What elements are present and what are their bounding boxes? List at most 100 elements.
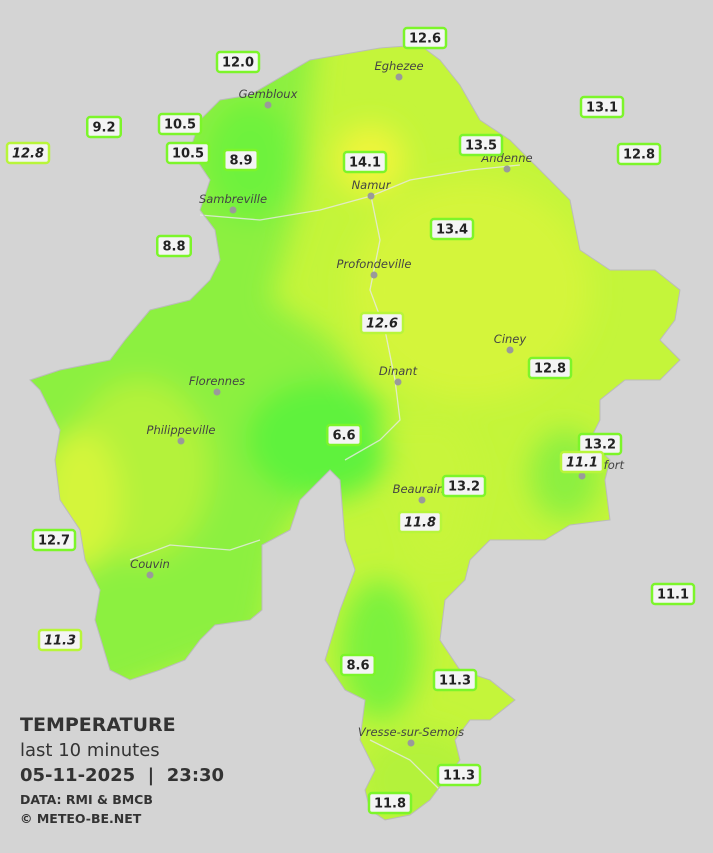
station-value: 12.8 bbox=[12, 147, 44, 162]
station: 8.6 bbox=[340, 653, 376, 677]
place-name: Florennes bbox=[189, 374, 245, 388]
station-value: 13.1 bbox=[586, 101, 618, 116]
place-dot bbox=[503, 165, 511, 173]
station: 12.6 bbox=[359, 311, 405, 335]
station: 12.8 bbox=[616, 142, 662, 166]
station: 12.0 bbox=[215, 50, 261, 74]
station: 14.1 bbox=[342, 150, 388, 174]
station-box bbox=[397, 510, 443, 534]
station-value: 6.6 bbox=[332, 429, 355, 444]
place-name: Eghezee bbox=[374, 59, 423, 73]
place-dot bbox=[506, 346, 514, 354]
title: TEMPERATURE bbox=[20, 714, 176, 736]
station-box bbox=[86, 115, 122, 139]
station: 11.3 bbox=[37, 628, 83, 652]
station: 8.8 bbox=[156, 234, 192, 258]
station: 13.5 bbox=[458, 133, 504, 157]
station-value: 12.6 bbox=[366, 317, 398, 332]
place-name: Philippeville bbox=[147, 423, 216, 437]
station-value: 11.3 bbox=[443, 769, 475, 784]
place-dot bbox=[370, 271, 378, 279]
subtitle: last 10 minutes bbox=[20, 740, 160, 761]
place-dot bbox=[367, 192, 375, 200]
station-value: 12.6 bbox=[409, 32, 441, 47]
station-box bbox=[342, 150, 388, 174]
station-box bbox=[559, 450, 605, 474]
station-box bbox=[340, 653, 376, 677]
station-box bbox=[223, 148, 259, 172]
station: 8.9 bbox=[223, 148, 259, 172]
station-value: 11.1 bbox=[657, 588, 689, 603]
station-value: 12.0 bbox=[222, 56, 254, 71]
station: 9.2 bbox=[86, 115, 122, 139]
station: 13.2 bbox=[577, 432, 623, 456]
station-value: 12.7 bbox=[38, 534, 70, 549]
place-name: Gembloux bbox=[239, 87, 298, 101]
station-box bbox=[458, 133, 504, 157]
station: 11.1 bbox=[559, 450, 605, 474]
place-name: Beauraing bbox=[393, 482, 452, 496]
station-box bbox=[37, 628, 83, 652]
place-name: Namur bbox=[352, 178, 392, 192]
station-box bbox=[326, 423, 362, 447]
place-name: Profondeville bbox=[337, 257, 412, 271]
station: 11.3 bbox=[436, 763, 482, 787]
station-box bbox=[359, 311, 405, 335]
place-dot bbox=[407, 739, 415, 747]
station-value: 12.8 bbox=[623, 148, 655, 163]
station: 12.7 bbox=[31, 528, 77, 552]
place-dot bbox=[394, 378, 402, 386]
station: 11.8 bbox=[397, 510, 443, 534]
place-dot bbox=[177, 437, 185, 445]
station: 12.8 bbox=[5, 141, 51, 165]
station-box bbox=[616, 142, 662, 166]
place-name: Vresse-sur-Semois bbox=[358, 725, 464, 739]
station: 11.3 bbox=[432, 668, 478, 692]
station-value: 11.3 bbox=[44, 634, 76, 649]
station-value: 12.8 bbox=[534, 362, 566, 377]
station-box bbox=[156, 234, 192, 258]
place-dot bbox=[229, 206, 237, 214]
station-value: 13.4 bbox=[436, 223, 468, 238]
station-box bbox=[432, 668, 478, 692]
station-box bbox=[429, 217, 475, 241]
station-box bbox=[215, 50, 261, 74]
place-dot bbox=[418, 496, 426, 504]
datetime: 05-11-2025 | 23:30 bbox=[20, 765, 224, 786]
station-box bbox=[441, 474, 487, 498]
station-value: 14.1 bbox=[349, 156, 381, 171]
place-name: Couvin bbox=[130, 557, 170, 571]
station-value: 8.9 bbox=[229, 154, 252, 169]
station-value: 10.5 bbox=[164, 118, 196, 133]
place-dot bbox=[213, 388, 221, 396]
station-value: 13.2 bbox=[448, 480, 480, 495]
station-box bbox=[402, 26, 448, 50]
station: 10.5 bbox=[165, 141, 211, 165]
place-name: Dinant bbox=[379, 364, 418, 378]
station: 11.1 bbox=[650, 582, 696, 606]
station: 12.8 bbox=[527, 356, 573, 380]
station-box bbox=[157, 112, 203, 136]
station-box bbox=[527, 356, 573, 380]
station: 10.5 bbox=[157, 112, 203, 136]
station-box bbox=[165, 141, 211, 165]
station-box bbox=[31, 528, 77, 552]
copyright: © METEO-BE.NET bbox=[20, 811, 142, 826]
station: 13.1 bbox=[579, 95, 625, 119]
station-value: 8.8 bbox=[162, 240, 185, 255]
station: 11.8 bbox=[367, 791, 413, 815]
station-value: 11.8 bbox=[404, 516, 436, 531]
station-box bbox=[650, 582, 696, 606]
station-box bbox=[579, 95, 625, 119]
station: 12.6 bbox=[402, 26, 448, 50]
station-box bbox=[436, 763, 482, 787]
place-dot bbox=[395, 73, 403, 81]
place-name: Ciney bbox=[494, 332, 527, 346]
station-box bbox=[367, 791, 413, 815]
station-value: 11.1 bbox=[566, 456, 598, 471]
station: 13.2 bbox=[441, 474, 487, 498]
station-value: 11.8 bbox=[374, 797, 406, 812]
station: 6.6 bbox=[326, 423, 362, 447]
